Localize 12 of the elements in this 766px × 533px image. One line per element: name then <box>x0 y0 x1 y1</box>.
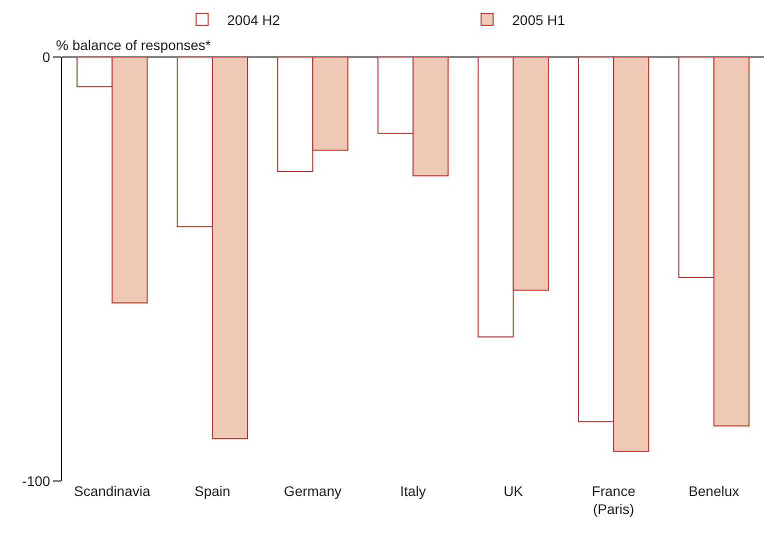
y-tick-label: -100 <box>22 472 50 489</box>
y-tick-label: 0 <box>42 48 50 65</box>
x-tick-label: Germany <box>284 483 342 499</box>
x-tick-label: Italy <box>400 483 426 499</box>
x-tick-label: France (Paris) <box>592 483 636 518</box>
legend-label: 2005 H1 <box>512 12 566 28</box>
x-tick-label: Scandinavia <box>74 483 150 499</box>
x-tick-label: UK <box>504 483 524 499</box>
x-tick-label: Benelux <box>688 483 740 499</box>
x-tick-label: Spain <box>194 483 230 499</box>
legend-label: 2004 H2 <box>227 12 280 28</box>
y-axis-title: % balance of responses* <box>56 37 212 53</box>
